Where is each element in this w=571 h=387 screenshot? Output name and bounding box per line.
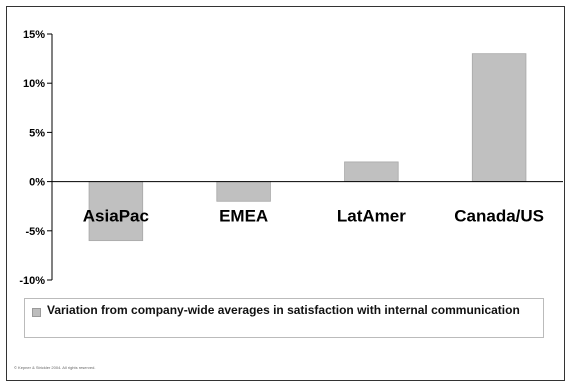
category-label: AsiaPac: [83, 207, 149, 226]
category-label: Canada/US: [454, 207, 544, 226]
bar-emea: [216, 181, 271, 202]
bar-canada-us: [471, 53, 527, 182]
y-tick-label: 15%: [23, 29, 45, 41]
y-tick-label: 10%: [23, 78, 45, 90]
copyright-notice: © Kepner & Strickler 2004. All rights re…: [14, 365, 96, 370]
legend-swatch: [32, 308, 41, 317]
legend-label: Variation from company-wide averages in …: [47, 303, 520, 317]
category-label: EMEA: [219, 207, 268, 226]
legend: Variation from company-wide averages in …: [24, 298, 544, 338]
y-tick-label: 0%: [29, 177, 45, 189]
y-ticks: 15% 10% 5% 0% -5% -10%: [19, 29, 52, 287]
category-label: LatAmer: [337, 207, 406, 226]
bar-asiapac: [88, 181, 144, 242]
category-labels: AsiaPac EMEA LatAmer Canada/US: [83, 207, 544, 226]
bars-layer: [88, 53, 527, 242]
bar-latamer: [344, 161, 399, 182]
y-tick-label: 5%: [29, 127, 45, 139]
y-tick-label: -5%: [25, 226, 45, 238]
y-tick-label: -10%: [19, 275, 45, 287]
